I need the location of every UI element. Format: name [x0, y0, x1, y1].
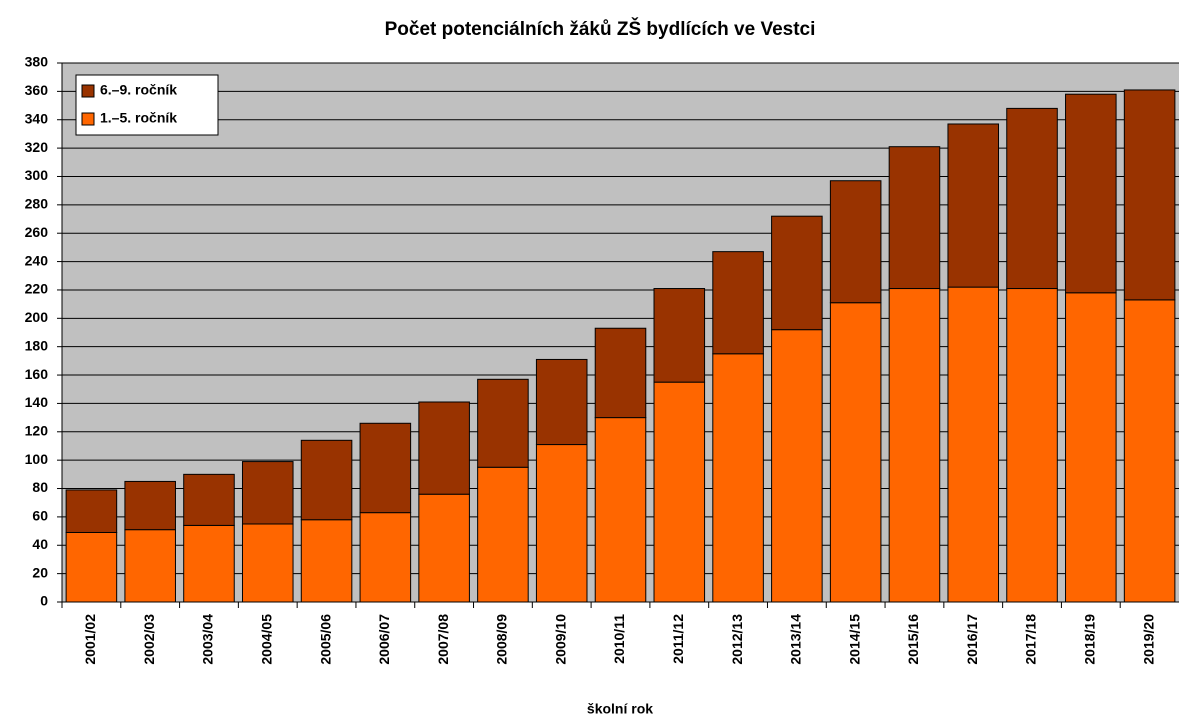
- bar-segment: [888, 288, 941, 603]
- bar-segment: [418, 493, 470, 603]
- x-tick-label: 2005/06: [317, 614, 333, 665]
- bar-segment: [65, 489, 118, 533]
- bar-segment: [594, 327, 647, 419]
- bar-segment: [771, 215, 823, 331]
- legend-label: 1.–5. ročník: [100, 110, 177, 126]
- bar-segment: [241, 461, 294, 525]
- bar-segment: [477, 378, 529, 468]
- y-tick-label: 160: [25, 366, 49, 382]
- bar-segment: [300, 439, 353, 521]
- bar-segment: [1006, 288, 1058, 603]
- y-tick-label: 40: [32, 536, 48, 552]
- x-tick-label: 2004/05: [258, 614, 274, 665]
- bar-segment: [124, 529, 176, 603]
- y-tick-label: 360: [25, 82, 49, 98]
- bar-segment: [535, 444, 588, 603]
- bar-segment: [535, 358, 588, 446]
- bar-segment: [359, 512, 412, 603]
- x-tick-label: 2016/17: [964, 614, 980, 665]
- bar-segment: [653, 381, 706, 603]
- y-tick-label: 100: [25, 451, 49, 467]
- x-tick-label: 2017/18: [1023, 614, 1039, 665]
- bar-segment: [183, 473, 235, 526]
- x-tick-label: 2008/09: [494, 614, 510, 665]
- bar-segment: [241, 523, 294, 603]
- bar-segment: [183, 524, 235, 603]
- bar-segment: [888, 146, 941, 290]
- y-tick-label: 140: [25, 394, 49, 410]
- y-tick-label: 300: [25, 167, 49, 183]
- y-tick-label: 340: [25, 110, 49, 126]
- bar-segment: [712, 251, 764, 355]
- y-tick-label: 380: [25, 54, 49, 70]
- bar-segment: [359, 422, 412, 514]
- bar-segment: [829, 302, 882, 603]
- bar-segment: [65, 531, 118, 603]
- legend-swatch: [81, 84, 95, 98]
- bar-segment: [300, 519, 353, 603]
- bar-segment: [1065, 292, 1117, 603]
- bar-segment: [712, 353, 764, 603]
- y-tick-label: 240: [25, 252, 49, 268]
- bar-segment: [1123, 89, 1176, 301]
- x-tick-label: 2007/08: [435, 614, 451, 665]
- bar-segment: [594, 417, 647, 603]
- bar-segment: [477, 466, 529, 603]
- legend-box: [75, 74, 219, 136]
- y-tick-label: 280: [25, 196, 49, 212]
- y-tick-label: 220: [25, 281, 49, 297]
- bar-segment: [947, 286, 1000, 603]
- x-tick-label: 2012/13: [729, 614, 745, 665]
- bar-segment: [1006, 107, 1058, 290]
- bar-segment: [124, 480, 176, 531]
- chart-title: Počet potenciálních žáků ZŠ bydlících ve…: [385, 18, 816, 40]
- x-tick-label: 2011/12: [670, 614, 686, 664]
- bar-segment: [771, 329, 823, 603]
- y-tick-label: 260: [25, 224, 49, 240]
- y-tick-label: 180: [25, 337, 49, 353]
- x-tick-label: 2013/14: [788, 614, 804, 665]
- y-tick-label: 20: [32, 564, 48, 580]
- x-tick-label: 2014/15: [846, 614, 862, 665]
- x-tick-label: 2002/03: [141, 614, 157, 665]
- y-tick-label: 200: [25, 309, 49, 325]
- bar-segment: [829, 180, 882, 304]
- x-tick-label: 2003/04: [200, 614, 216, 665]
- bar-segment: [947, 123, 1000, 288]
- bar-segment: [418, 401, 470, 495]
- bar-segment: [1065, 93, 1117, 294]
- x-tick-label: 2019/20: [1140, 614, 1156, 665]
- bar-segment: [1123, 299, 1176, 603]
- x-tick-label: 2009/10: [552, 614, 568, 665]
- x-axis-title: školní rok: [587, 701, 653, 717]
- y-tick-label: 60: [32, 508, 48, 524]
- legend-label: 6.–9. ročník: [100, 82, 177, 98]
- legend-swatch: [81, 112, 95, 126]
- x-tick-label: 2001/02: [82, 614, 98, 665]
- y-tick-label: 0: [40, 593, 48, 609]
- y-tick-label: 80: [32, 479, 48, 495]
- x-tick-label: 2006/07: [376, 614, 392, 665]
- y-tick-label: 320: [25, 139, 49, 155]
- x-tick-label: 2015/16: [905, 614, 921, 665]
- bar-segment: [653, 288, 706, 383]
- x-tick-label: 2018/19: [1082, 614, 1098, 665]
- x-tick-label: 2010/11: [611, 614, 627, 664]
- y-tick-label: 120: [25, 422, 49, 438]
